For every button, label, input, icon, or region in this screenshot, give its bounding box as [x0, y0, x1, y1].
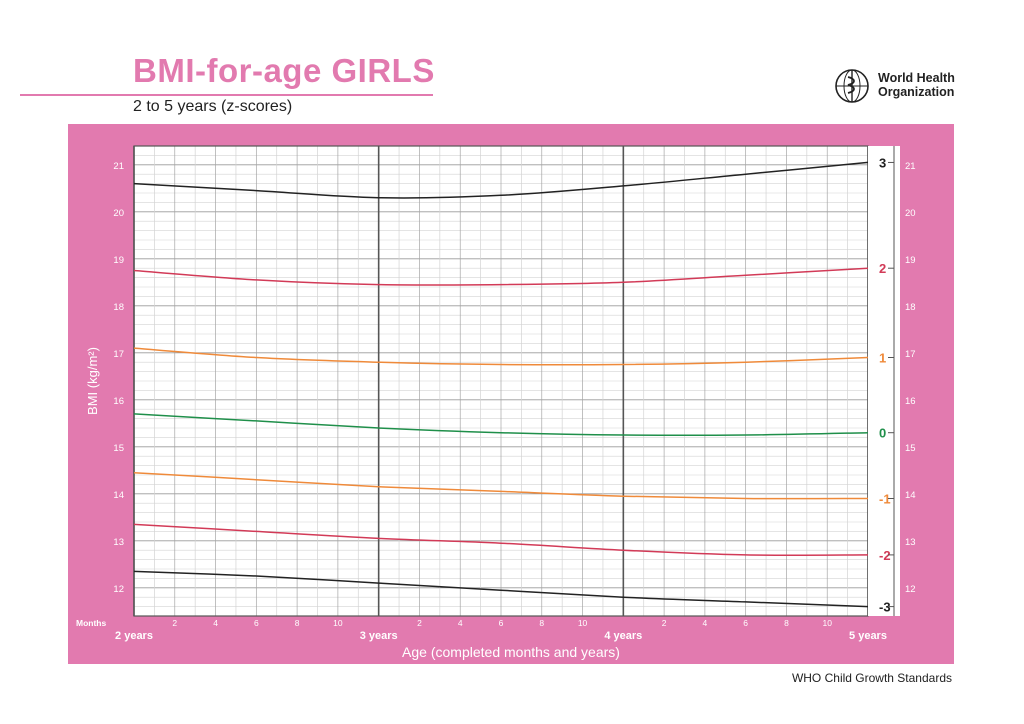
month-tick-label: 2 — [172, 618, 177, 628]
series-line-zminus3 — [133, 570, 869, 608]
month-tick-label: 2 — [417, 618, 422, 628]
series-line-z2 — [133, 267, 869, 286]
month-tick-label: 8 — [784, 618, 789, 628]
footer-text: WHO Child Growth Standards — [791, 671, 952, 685]
month-tick-label: 8 — [539, 618, 544, 628]
z-label: 3 — [879, 155, 886, 170]
y-tick-label-left: 18 — [113, 302, 124, 313]
z-label: -3 — [879, 600, 891, 615]
y-tick-label-left: 13 — [113, 537, 124, 548]
y-tick-label-left: 20 — [113, 208, 124, 219]
y-tick-label-right: 14 — [905, 490, 916, 501]
y-tick-label-left: 14 — [113, 490, 124, 501]
y-tick-label-right: 17 — [905, 349, 916, 360]
org-name: World Health Organization — [878, 71, 978, 99]
series-line-zminus1 — [133, 471, 869, 500]
y-tick-label-left: 17 — [113, 349, 124, 360]
month-tick-label: 10 — [822, 618, 832, 628]
z-score-strip: 3 2 1 0 -1 -2 -3 — [868, 146, 900, 616]
series-lines — [133, 161, 869, 608]
month-tick-label: 4 — [213, 618, 218, 628]
y-axis-title: BMI (kg/m²) — [85, 347, 100, 415]
month-tick-label: 2 — [662, 618, 667, 628]
x-axis-title: Age (completed months and years) — [402, 644, 620, 660]
z-strip-background — [868, 146, 900, 616]
y-tick-label-right: 20 — [905, 208, 916, 219]
chart-title: BMI-for-age GIRLS — [133, 52, 435, 89]
month-tick-label: 10 — [578, 618, 588, 628]
grid — [133, 145, 869, 617]
z-label: 1 — [879, 351, 886, 366]
z-label: -2 — [879, 548, 891, 563]
y-tick-label-right: 19 — [905, 255, 916, 266]
y-tick-label-left: 21 — [113, 161, 124, 172]
series-line-z0 — [133, 413, 869, 437]
y-tick-label-right: 16 — [905, 396, 916, 407]
year-label: 5 years — [849, 630, 887, 642]
month-tick-label: 4 — [703, 618, 708, 628]
month-tick-label: 6 — [743, 618, 748, 628]
series-line-zminus2 — [133, 523, 869, 557]
month-tick-label: 8 — [295, 618, 300, 628]
series-line-z1 — [133, 347, 869, 366]
y-tick-label-left: 19 — [113, 255, 124, 266]
months-label: Months — [76, 618, 106, 628]
who-logo: World Health Organization — [834, 68, 974, 104]
title-rule — [20, 94, 433, 96]
y-tick-label-right: 13 — [905, 537, 916, 548]
y-tick-label-left: 15 — [113, 443, 124, 454]
z-label: -1 — [879, 492, 891, 507]
series-line-z3 — [133, 161, 869, 199]
month-tick-label: 6 — [499, 618, 504, 628]
z-label: 2 — [879, 261, 886, 276]
y-tick-label-right: 18 — [905, 302, 916, 313]
org-name-line1: World Health — [878, 71, 955, 85]
org-name-line2: Organization — [878, 85, 955, 99]
month-tick-label: 4 — [458, 618, 463, 628]
month-tick-label: 6 — [254, 618, 259, 628]
y-tick-label-right: 21 — [905, 161, 916, 172]
year-label: 2 years — [115, 630, 153, 642]
y-tick-label-left: 16 — [113, 396, 124, 407]
chart-subtitle: 2 to 5 years (z-scores) — [133, 98, 293, 115]
who-emblem-icon — [835, 69, 869, 103]
year-label: 3 years — [360, 630, 398, 642]
year-label: 4 years — [604, 630, 642, 642]
y-tick-label-right: 15 — [905, 443, 916, 454]
y-tick-label-right: 12 — [905, 584, 916, 595]
month-tick-label: 10 — [333, 618, 343, 628]
z-label: 0 — [879, 426, 886, 441]
y-tick-label-left: 12 — [113, 584, 124, 595]
